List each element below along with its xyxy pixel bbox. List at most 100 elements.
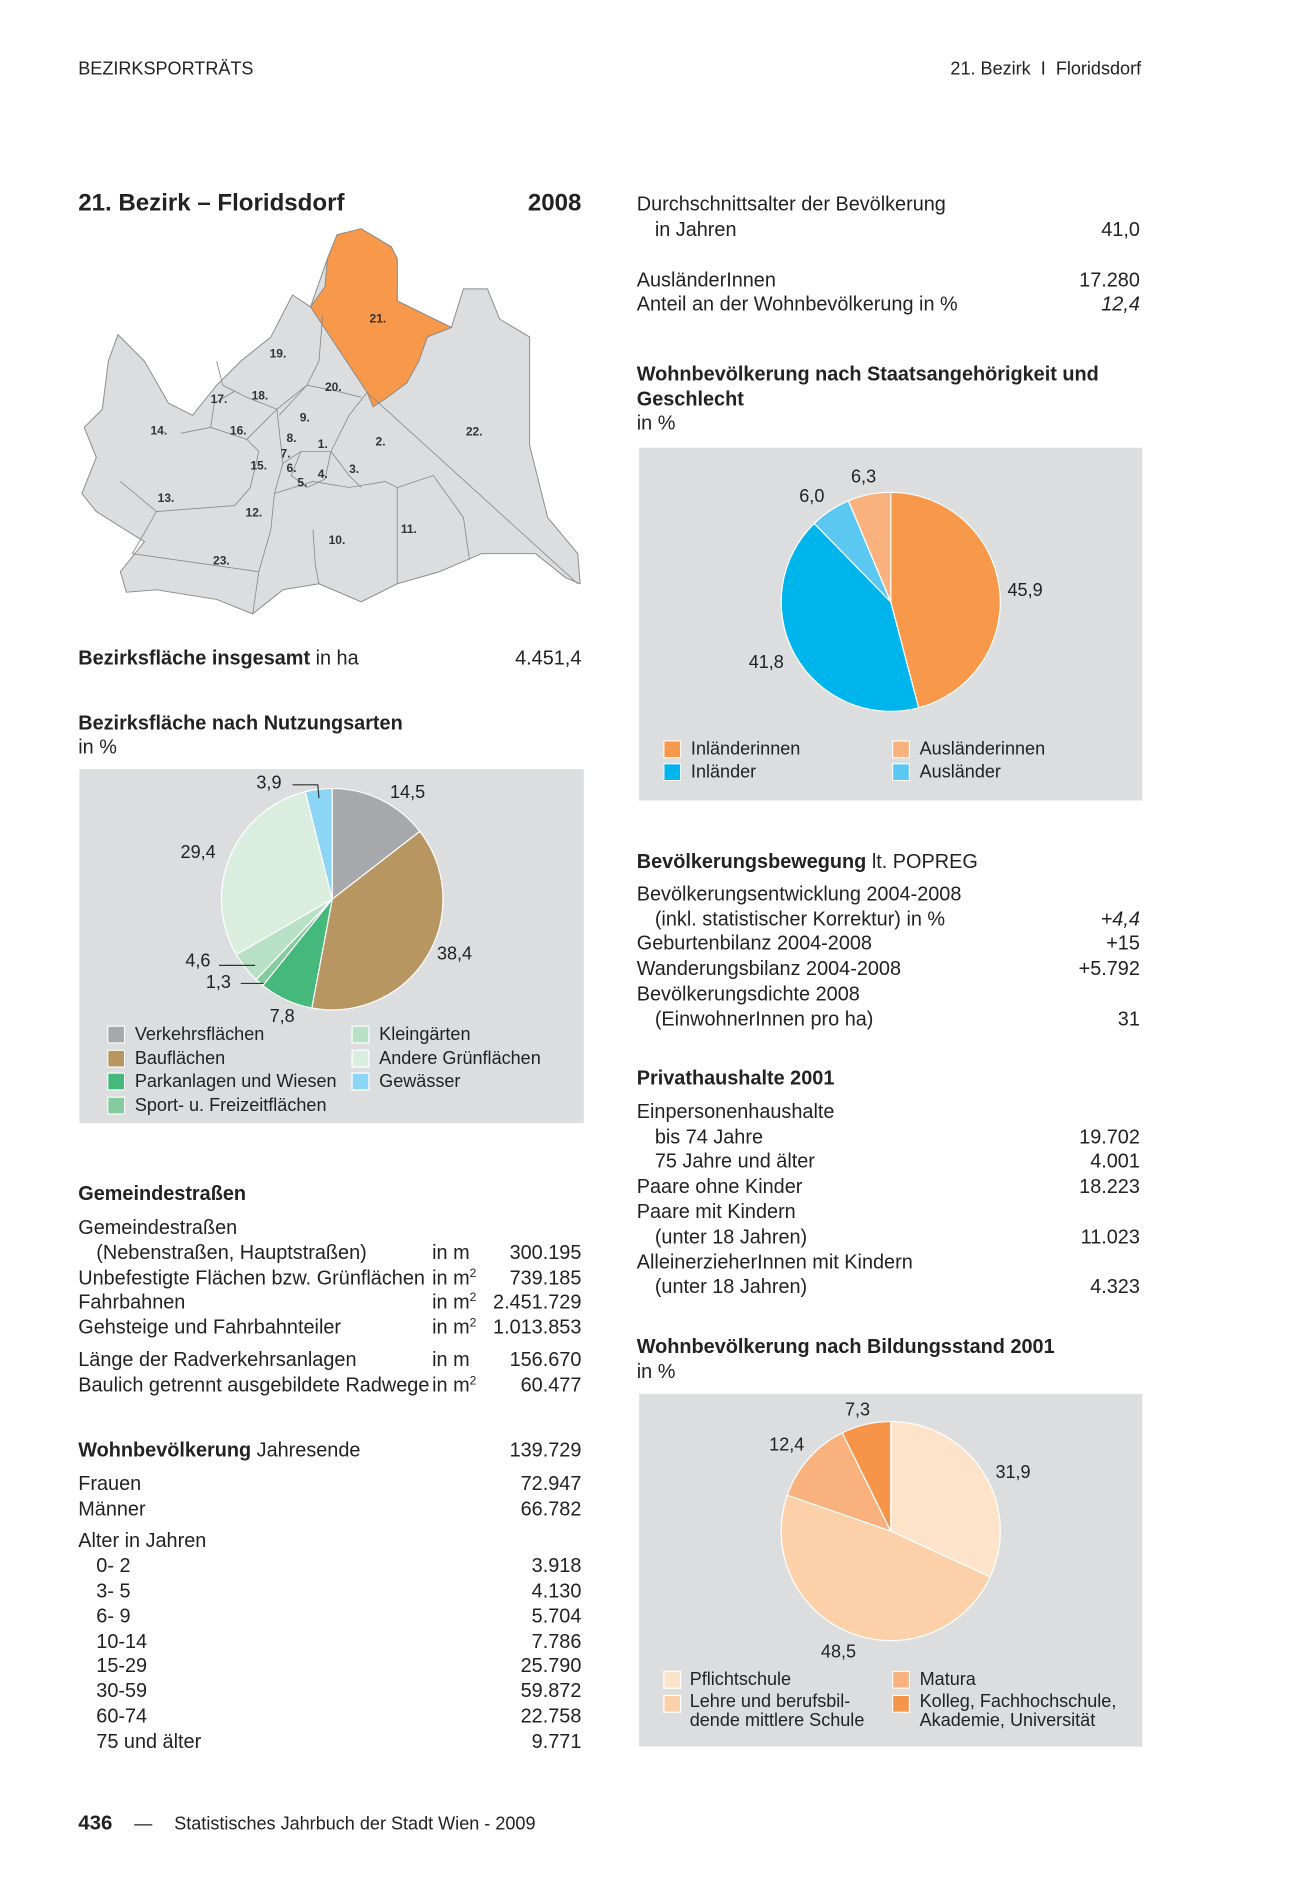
label-kolleg: 7,3: [844, 1399, 871, 1421]
foreigners-share-value: 12,4: [1101, 294, 1140, 316]
foreigners-row: AusländerInnen 17.280: [637, 268, 1140, 293]
area-total-value: 4.451,4: [515, 647, 582, 670]
table-row: (EinwohnerInnen pro ha) 31: [637, 1007, 1140, 1032]
pie-slice-verkehrsflächen: [331, 787, 421, 901]
table-row: 30-59 59.872: [78, 1679, 581, 1704]
row-value: 4.001: [1090, 1151, 1140, 1173]
legend-kolleg: Kolleg, Fachhochschule, Akademie, Univers…: [920, 1692, 1117, 1731]
district-21-highlight: [309, 228, 453, 408]
row-label: (Nebenstraßen, Hauptstraßen): [96, 1241, 367, 1264]
label-gewaesser: 3,9: [256, 772, 282, 794]
page-number: 436: [78, 1811, 113, 1835]
label-park: 7,8: [269, 1006, 295, 1027]
legend-inlaender: Inländer: [690, 761, 757, 783]
map-label: 7.: [280, 446, 290, 460]
district-boundaries: [120, 315, 579, 614]
row-label: 10-14: [96, 1630, 148, 1653]
footer-source: Statistisches Jahrbuch der Stadt Wien - …: [174, 1813, 536, 1835]
population-title-suffix: Jahresende: [251, 1439, 361, 1462]
legend-swatch: [107, 1025, 126, 1044]
row-value: 11.023: [1080, 1226, 1140, 1248]
running-header-district: 21. Bezirk I Floridsdorf: [950, 59, 1141, 79]
table-row: Paare ohne Kinder 18.223: [637, 1175, 1140, 1200]
label-auslaenderinnen: 6,3: [851, 467, 877, 488]
table-row: 15-29 25.790: [78, 1654, 581, 1679]
leader-line-gewaesser: [292, 784, 320, 799]
legend-swatch-matura: [891, 1670, 910, 1689]
row-label: (unter 18 Jahren): [654, 1276, 808, 1299]
foreigners-share-row: Anteil an der Wohnbevölkerung in % 12,4: [637, 293, 1140, 318]
map-label: 22.: [466, 425, 483, 439]
map-label: 2.: [376, 434, 386, 448]
map-label: 10.: [329, 533, 346, 547]
map-label: 1.: [318, 437, 328, 451]
label-bau: 38,4: [436, 943, 473, 965]
legend-swatch-inlaenderinnen: [663, 740, 682, 759]
table-row: Geburtenbilanz 2004-2008 +15: [637, 932, 1140, 957]
row-value: 18.223: [1079, 1176, 1140, 1198]
land-use-chart-panel: 3,9 14,5 29,4 38,4 4,6 1,3 7,8 Verkehrsf…: [79, 769, 584, 1124]
row-value: 156.670: [509, 1349, 582, 1371]
row-value: 7.786: [531, 1630, 582, 1653]
legend-swatch-lehre: [663, 1694, 682, 1713]
table-row: Wanderungsbilanz 2004-2008 +5.792: [637, 957, 1140, 982]
row-value: 5.704: [531, 1605, 582, 1628]
map-label: 19.: [270, 346, 287, 360]
table-row: Paare mit Kindern: [637, 1200, 1140, 1225]
age-title: Alter in Jahren: [78, 1530, 207, 1553]
movement-block: Bevölkerungsbewegung lt. POPREG Bevölker…: [637, 850, 1140, 1032]
table-row: Bevölkerungsentwicklung 2004-2008: [637, 882, 1140, 907]
label-lehre: 48,5: [820, 1641, 857, 1663]
row-value: 31: [1117, 1008, 1140, 1031]
row-value: 60.477: [520, 1374, 582, 1397]
pie-slice-ausländerinnen: [847, 491, 892, 603]
row-label: AlleinerzieherInnen mit Kindern: [636, 1251, 913, 1274]
movement-title-suffix: lt. POPREG: [866, 851, 978, 873]
row-label: Länge der Radverkehrsanlagen: [78, 1349, 357, 1371]
legend-kolleg-line2: Akademie, Universität: [919, 1710, 1096, 1731]
vienna-outline: [81, 228, 581, 615]
foreigners-value: 17.280: [1079, 269, 1140, 291]
row-value: 4.130: [531, 1580, 582, 1603]
label-matura: 12,4: [769, 1434, 805, 1456]
table-row: 10-14 7.786: [78, 1629, 581, 1654]
table-row: AlleinerzieherInnen mit Kindern: [637, 1250, 1140, 1275]
table-row: Bevölkerungsdichte 2008: [637, 982, 1140, 1007]
map-label: 4.: [318, 467, 328, 481]
age-foreigners-block: Durchschnittsalter der Bevölkerung in Ja…: [637, 193, 1140, 318]
district-labels: 1. 2. 3. 4. 5. 6. 7. 8. 9. 10. 11. 12. 1…: [150, 312, 482, 568]
area-total-row: Bezirksfläche insgesamt in ha 4.451,4: [78, 646, 581, 671]
row-label: Einpersonenhaushalte: [636, 1101, 835, 1123]
legend-label: Sport- u. Freizeitflächen: [134, 1094, 327, 1116]
row-label: 75 und älter: [96, 1730, 202, 1753]
row-unit: in m: [432, 1349, 470, 1371]
row-label: Bevölkerungsentwicklung 2004-2008: [636, 883, 962, 905]
legend-auslaenderinnen: Ausländerinnen: [919, 739, 1046, 760]
legend-swatch-kolleg: [891, 1694, 910, 1713]
education-chart-panel: 7,3 12,4 31,9 48,5 Pflichtschule Lehre u…: [639, 1393, 1143, 1747]
table-row: (unter 18 Jahren) 11.023: [637, 1225, 1140, 1250]
table-row: 75 und älter 9.771: [78, 1729, 581, 1754]
row-unit: in m2: [432, 1267, 477, 1289]
legend-label: Gewässer: [379, 1071, 461, 1092]
area-total-label: Bezirksfläche insgesamt: [78, 647, 311, 670]
legend-auslaender: Ausländer: [919, 761, 1001, 783]
row-label: 3- 5: [96, 1580, 131, 1603]
label-kleingaerten: 4,6: [185, 950, 211, 972]
citizenship-title: Wohnbevölkerung nach Staatsangehörigkeit…: [636, 363, 1099, 411]
legend-swatch: [351, 1072, 370, 1091]
legend-swatch-auslaenderinnen: [891, 740, 910, 759]
map-label: 21.: [370, 312, 387, 326]
legend-swatch-inlaender: [663, 763, 682, 782]
separator: I: [1040, 58, 1046, 80]
legend-swatch: [351, 1025, 370, 1044]
page-year: 2008: [527, 190, 582, 217]
table-row: 75 Jahre und älter 4.001: [637, 1150, 1140, 1175]
row-value: 2.451.729: [493, 1292, 582, 1314]
district-number: 21. Bezirk: [950, 58, 1031, 80]
women-row: Frauen 72.947: [78, 1472, 581, 1497]
roads-table: Gemeindestraßen (Nebenstraßen, Hauptstraß…: [78, 1216, 581, 1398]
table-row: Fahrbahnen in m2 2.451.729: [78, 1291, 581, 1316]
table-row: (Nebenstraßen, Hauptstraßen) in m 300.195: [78, 1241, 581, 1266]
table-row: Unbefestigte Flächen bzw. Grünflächen in …: [78, 1266, 581, 1291]
